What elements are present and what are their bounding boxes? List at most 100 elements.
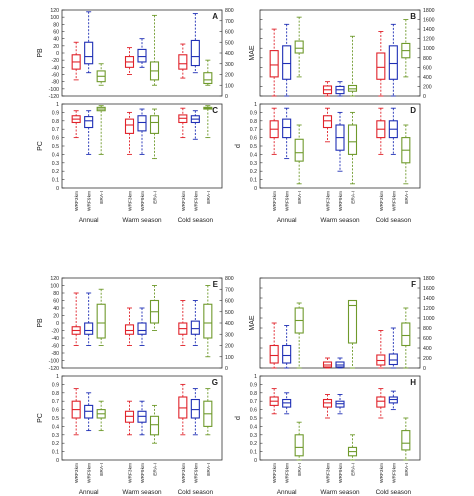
box-ERA-I-annual [294, 421, 304, 461]
xtick-label: WRF9km [193, 191, 199, 211]
box-ERA-I-cold-season [203, 285, 213, 358]
ytick-label: 0 [56, 458, 59, 464]
ytick-label: 600 [423, 65, 432, 71]
xtick-label: WRF3km [128, 463, 134, 483]
box-ERA-I-cold-season [401, 124, 411, 185]
xtick-label: WRF3km [74, 191, 80, 211]
box-ERA-I-annual [96, 105, 106, 155]
ytick-label: -100 [49, 359, 59, 365]
box-WRF3km-cold-season [178, 43, 188, 79]
box-WRF3km-cold-season [178, 107, 188, 139]
ytick-label: 0.9 [250, 382, 257, 388]
ytick-label: 0.3 [250, 161, 257, 167]
box-WRF9km-annual [84, 392, 94, 432]
group-label: Warm season [320, 489, 360, 496]
ytick-label: 0.4 [52, 424, 59, 430]
group-label: Cold season [178, 217, 214, 224]
ytick-label: 100 [50, 15, 59, 21]
panel-F: 0 200 400 600 800 1000 1200 1400 1600 1800 MAE F [249, 276, 435, 372]
xtick-label: ERA-I [153, 191, 159, 204]
ytick-label: 1 [254, 102, 257, 108]
xtick-label: WRF9km [285, 463, 291, 483]
y-axis-label: PC [37, 141, 44, 151]
ytick-label: 1800 [423, 8, 435, 14]
box-WRF3km-annual [269, 388, 279, 415]
box-ERA-I-annual [96, 400, 106, 432]
ytick-right-label: 200 [225, 73, 234, 79]
ytick-right-label: 0 [225, 94, 228, 100]
ytick-label: 100 [50, 284, 59, 290]
ytick-label: 0.5 [52, 144, 59, 150]
ytick-label: 0 [423, 94, 426, 100]
ytick-label: 600 [423, 336, 432, 342]
ytick-label: 800 [423, 56, 432, 62]
box-WRF3km-cold-season [376, 31, 386, 97]
ytick-right-label: 400 [225, 51, 234, 57]
xtick-label: WRF9km [285, 191, 291, 211]
ytick-label: 400 [423, 75, 432, 81]
y-axis-label: PC [37, 413, 44, 423]
box-WRF3km-warm-season [124, 111, 135, 155]
box-ERA-I-warm-season [347, 299, 358, 369]
panel-frame [61, 9, 223, 97]
box-WRF9km-cold-season [190, 13, 200, 74]
ytick-label: -80 [52, 80, 60, 86]
ytick-label: 60 [53, 299, 59, 305]
box-ERA-I-cold-season [401, 417, 411, 461]
box-WRF9km-annual [84, 110, 94, 155]
box-ERA-I-annual [96, 63, 106, 86]
group-label: Annual [277, 217, 297, 224]
box-ERA-I-annual [294, 124, 304, 185]
box-WRF9km-warm-season [137, 307, 147, 346]
panel-C: 0 0.1 0.2 0.3 0.4 0.5 0.6 0.7 0.8 0.9 1 PC C WRF3km WR… [37, 102, 223, 224]
ytick-label: 0 [56, 321, 59, 327]
box-WRF3km-warm-season [322, 357, 333, 369]
ytick-right-label: 600 [225, 299, 234, 305]
box-ERA-I-cold-season [203, 59, 213, 86]
panel-D: 0 0.1 0.2 0.3 0.4 0.5 0.6 0.7 0.8 0.9 1 d D WRF3km WRF… [235, 102, 421, 224]
box-iqr [190, 39, 200, 67]
xtick-label: WRF9km [140, 463, 146, 483]
y-axis-label: MAE [249, 45, 256, 61]
box-WRF9km-warm-season [335, 394, 345, 415]
box-ERA-I-annual [96, 288, 106, 346]
ytick-label: 0 [423, 366, 426, 372]
xtick-label: WRF3km [181, 191, 187, 211]
ytick-label: 60 [53, 30, 59, 36]
ytick-label: 0.5 [250, 144, 257, 150]
box-ERA-I-warm-season [149, 285, 160, 331]
y-axis-label: PB [37, 318, 44, 328]
group-label: Warm season [122, 217, 162, 224]
panel-letter: H [410, 378, 416, 387]
box-WRF3km-warm-season [124, 400, 135, 436]
xtick-label: ERA-I [297, 463, 303, 476]
ytick-label: 1 [56, 102, 59, 108]
box-WRF3km-annual [71, 388, 81, 436]
box-ERA-I-warm-season [149, 108, 160, 160]
box-ERA-I-warm-season [347, 434, 358, 461]
ytick-label: 120 [50, 276, 59, 282]
panel-H: 0 0.1 0.2 0.3 0.4 0.5 0.6 0.7 0.8 0.9 1 d H WRF3km WRF… [235, 374, 421, 496]
ytick-label: 1000 [423, 46, 435, 52]
xtick-label: ERA-I [404, 463, 410, 476]
box-WRF9km-warm-season [137, 38, 147, 68]
xtick-label: ERA-I [153, 463, 159, 476]
ytick-right-label: 400 [225, 321, 234, 327]
box-iqr [269, 50, 279, 78]
xtick-label: ERA-I [206, 463, 212, 476]
xtick-label: WRF9km [140, 191, 146, 211]
box-iqr [178, 54, 188, 70]
box-ERA-I-warm-season [149, 404, 160, 444]
xtick-label: WRF3km [272, 191, 278, 211]
box-WRF3km-warm-season [322, 107, 333, 143]
box-WRF9km-warm-season [137, 400, 147, 436]
ytick-label: 0.1 [52, 178, 59, 184]
box-iqr [376, 52, 386, 80]
ytick-label: 0.5 [52, 416, 59, 422]
box-iqr [282, 118, 292, 139]
ytick-right-label: 300 [225, 62, 234, 68]
ytick-label: 0.1 [52, 450, 59, 456]
ytick-label: -60 [52, 73, 60, 79]
ytick-label: 0.3 [52, 161, 59, 167]
xtick-label: ERA-I [99, 463, 105, 476]
